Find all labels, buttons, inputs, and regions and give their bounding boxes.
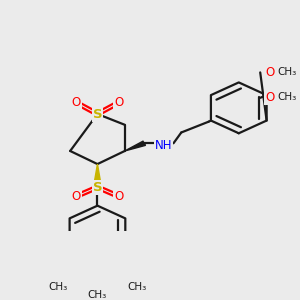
Text: O: O xyxy=(71,96,81,109)
Text: CH₃: CH₃ xyxy=(88,290,107,300)
Text: NH: NH xyxy=(155,139,172,152)
Text: CH₃: CH₃ xyxy=(278,67,297,76)
Polygon shape xyxy=(94,164,100,181)
Text: CH₃: CH₃ xyxy=(278,92,297,102)
Text: CH₃: CH₃ xyxy=(48,282,67,292)
Text: O: O xyxy=(114,190,124,203)
Text: O: O xyxy=(114,96,124,109)
Polygon shape xyxy=(125,141,146,151)
Text: CH₃: CH₃ xyxy=(128,282,147,292)
Text: S: S xyxy=(93,107,102,121)
Text: O: O xyxy=(265,91,274,104)
Text: O: O xyxy=(265,66,274,79)
Text: O: O xyxy=(71,190,81,203)
Text: S: S xyxy=(93,181,102,194)
